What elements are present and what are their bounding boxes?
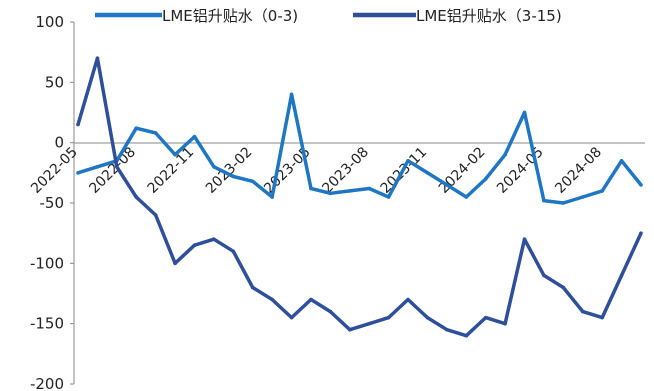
series-2-point (483, 315, 488, 320)
series-1-point (270, 195, 274, 199)
series-2-point (367, 321, 372, 326)
y-tick-label: 50 (45, 73, 64, 91)
series-2-point (153, 213, 158, 217)
series-1-point (95, 165, 100, 169)
series-2-point (503, 321, 507, 326)
series-1-point (522, 110, 527, 115)
series-2-point (561, 285, 566, 290)
series-2-point (212, 237, 216, 241)
y-tick-label: 0 (54, 134, 64, 152)
y-tick-label: -100 (30, 254, 64, 272)
series-lines (76, 56, 643, 338)
series-2-point (289, 315, 294, 320)
series-2-point (542, 273, 546, 278)
series-2-point (115, 165, 119, 169)
x-tick-label: 2024-02 (436, 144, 489, 197)
series-1-point (173, 152, 177, 157)
y-ticks: 100 50 0 -50 -100 -150 -200 (30, 13, 74, 391)
series-1-point (483, 177, 488, 181)
x-tick-label: 2024-08 (552, 144, 605, 197)
series-1-point (445, 183, 449, 187)
y-tick-label: -150 (30, 315, 64, 333)
series-1-point (600, 189, 604, 193)
series-line-1 (77, 92, 643, 205)
y-tick-label: -50 (40, 194, 65, 212)
series-1-point (192, 134, 197, 139)
series-2-point (425, 315, 430, 320)
y-tick-label: 100 (35, 13, 64, 31)
series-1-point (309, 186, 313, 191)
series-2-point (600, 315, 604, 320)
series-1-point (250, 179, 255, 184)
series-2-point (309, 297, 313, 302)
series-1-point (542, 198, 546, 203)
series-1-point (580, 195, 585, 199)
series-line-2 (76, 56, 643, 338)
legend: LME铝升贴水（0-3) LME铝升贴水（3-15) (95, 7, 562, 25)
series-1-point (289, 92, 294, 97)
series-2-point (639, 231, 643, 235)
series-2-point (250, 285, 255, 290)
series-1-point (134, 126, 139, 130)
series-1-point (76, 171, 80, 175)
series-2-point (619, 273, 624, 278)
series-1-point (212, 165, 216, 169)
series-1-point (503, 152, 507, 157)
series-2-point (76, 122, 80, 127)
series-1-point (386, 195, 391, 199)
series-2-point (270, 297, 274, 302)
series-2-point (580, 309, 585, 314)
x-tick-label: 2022-05 (28, 144, 81, 197)
series-2-point (445, 327, 449, 332)
legend-label-series-1: LME铝升贴水（0-3) (162, 7, 298, 25)
series-1-point (328, 191, 333, 196)
series-2-point (95, 56, 100, 60)
series-2-point (192, 243, 197, 248)
y-tick-label: -200 (30, 375, 64, 391)
series-1-point (231, 174, 236, 179)
series-1-point (153, 131, 158, 135)
series-2-point (464, 333, 469, 338)
series-1-point (347, 189, 352, 193)
series-1-point (639, 183, 643, 187)
series-1-point (561, 201, 566, 205)
series-2-point (328, 309, 333, 314)
series-1-point (464, 195, 469, 199)
series-2-point (231, 249, 236, 254)
series-2-point (522, 237, 527, 241)
series-2-point (134, 195, 139, 199)
legend-label-series-2: LME铝升贴水（3-15) (416, 7, 562, 25)
series-1-point (425, 171, 430, 175)
series-1-point (406, 158, 410, 163)
series-1-point (619, 158, 624, 163)
series-2-point (386, 315, 391, 320)
series-2-point (173, 261, 177, 266)
series-2-point (406, 297, 410, 302)
series-2-point (347, 327, 352, 332)
series-1-point (367, 186, 372, 191)
x-tick-label: 2023-02 (203, 144, 256, 197)
